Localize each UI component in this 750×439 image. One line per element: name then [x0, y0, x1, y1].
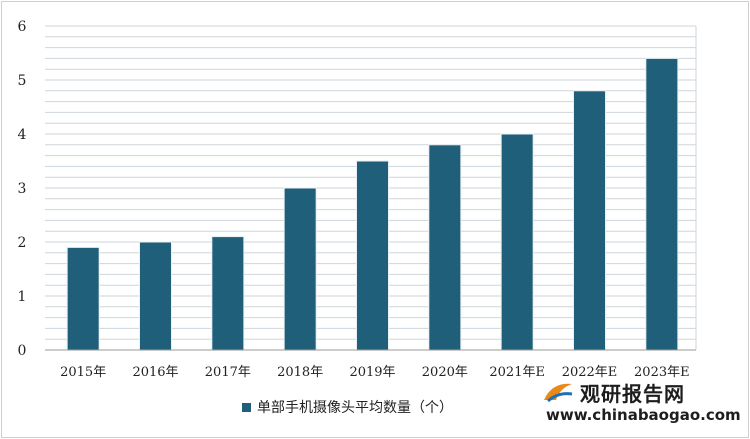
x-tick-label: 2018年 [277, 365, 323, 380]
y-tick-label: 5 [18, 73, 27, 89]
y-tick-label: 2 [18, 235, 27, 251]
watermark-url: www.chinabaogao.com [546, 406, 741, 424]
x-axis-labels: 2015年 2016年 2017年 2018年 2019年 2020年 2021年E 2022… [60, 365, 690, 380]
y-tick-label: 4 [18, 127, 27, 143]
x-tick-label: 2022年E [562, 365, 618, 380]
legend: 单部手机摄像头平均数量（个） [242, 397, 453, 417]
legend-swatch [242, 402, 251, 412]
y-tick-label: 0 [18, 343, 27, 359]
bar [139, 241, 172, 351]
watermark: 观研报告网 www.chinabaogao.com [542, 378, 741, 430]
x-tick-label: 2016年 [132, 365, 178, 380]
watermark-logo-icon [544, 383, 573, 402]
bar [645, 57, 679, 351]
x-tick-label: 2017年 [205, 365, 251, 380]
x-tick-label: 2021年E [489, 365, 545, 380]
y-tick-label: 6 [18, 19, 27, 35]
bar [500, 133, 534, 351]
y-axis-labels: 0 1 2 3 4 5 6 [18, 19, 27, 359]
x-tick-label: 2015年 [60, 365, 106, 380]
x-tick-label: 2019年 [349, 365, 395, 380]
watermark-brand: 观研报告网 [580, 382, 685, 406]
x-tick-label: 2020年 [422, 365, 468, 380]
bar [356, 160, 389, 351]
legend-label: 单部手机摄像头平均数量（个） [257, 400, 453, 416]
bars [66, 57, 679, 351]
bar [66, 246, 100, 351]
y-tick-label: 1 [18, 289, 27, 305]
y-tick-label: 3 [18, 181, 27, 197]
x-tick-label: 2023年E [634, 365, 690, 380]
bar [211, 236, 245, 351]
bar [283, 187, 317, 351]
bar [428, 144, 462, 351]
bar [573, 90, 606, 351]
